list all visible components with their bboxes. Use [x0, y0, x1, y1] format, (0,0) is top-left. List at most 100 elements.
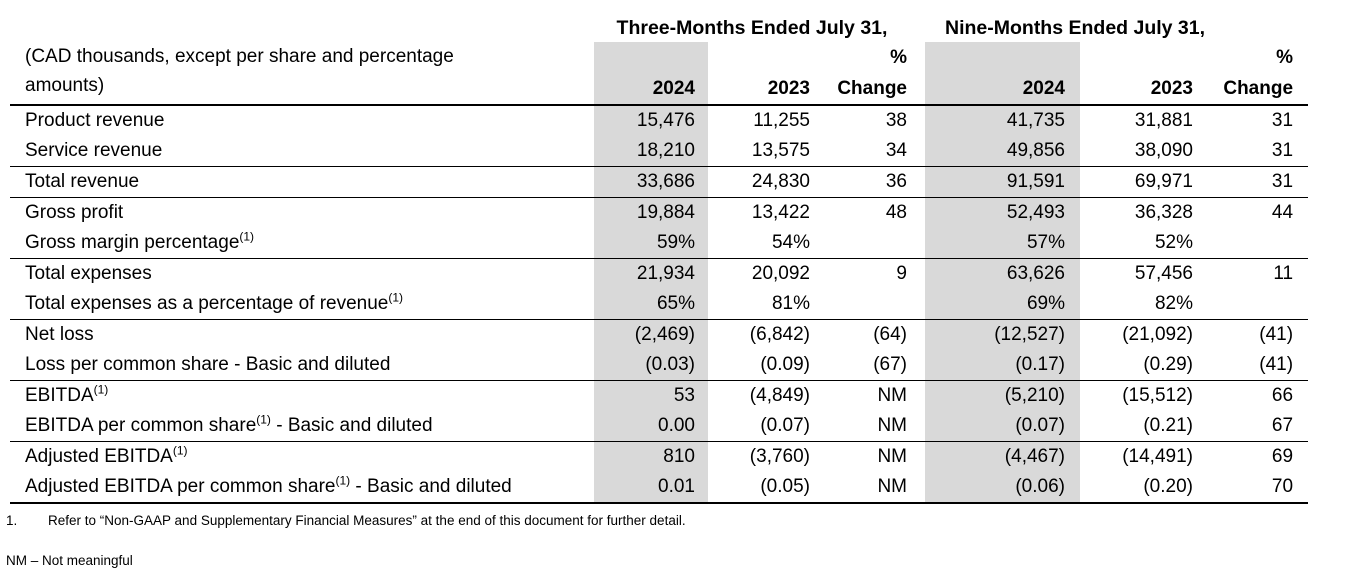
value-cell: (41) — [1205, 350, 1309, 381]
footnote-1: 1. Refer to “Non-GAAP and Supplementary … — [6, 513, 1349, 529]
value-cell: (4,849) — [749, 385, 810, 406]
value-cell: NM — [877, 446, 907, 467]
value-cell: 63,626 — [925, 258, 1080, 289]
value-cell — [1205, 228, 1309, 259]
row-label: Total revenue — [10, 166, 594, 198]
value-cell: 70 — [1205, 472, 1309, 504]
value-cell — [1205, 289, 1309, 320]
value-cell: 810 — [594, 441, 708, 472]
value-cell: 65% — [594, 289, 708, 320]
table-row: EBITDA per common share(1) - Basic and d… — [10, 411, 1309, 442]
column-spacer — [910, 136, 925, 167]
shaded-empty-cell — [594, 42, 708, 73]
value-cell: (2,469) — [594, 319, 708, 350]
value-cell: 52% — [1080, 228, 1205, 259]
value-cell: 36,328 — [1134, 202, 1193, 223]
value-cell: (67) — [822, 350, 910, 381]
column-spacer — [910, 289, 925, 320]
column-spacer — [910, 381, 925, 412]
column-spacer — [910, 42, 925, 73]
table-row: Gross margin percentage(1) 59% 54% 57% 52% — [10, 228, 1309, 259]
value-cell: (14,491) — [1122, 446, 1193, 467]
percent-label-9m: % — [1276, 46, 1294, 68]
value-cell: 31 — [1271, 110, 1294, 131]
table-row: Total expenses 21,934 20,092 9 63,626 57,456 1… — [10, 258, 1308, 289]
column-spacer — [910, 320, 925, 351]
row-label: EBITDA per common share(1) - Basic and d… — [10, 411, 594, 442]
group-header-row: Three-Months Ended July 31, Nine-Months … — [10, 12, 1308, 42]
value-cell: (0.09) — [708, 350, 822, 381]
value-cell: 24,830 — [708, 166, 822, 198]
column-spacer — [910, 166, 925, 198]
value-cell: 34 — [822, 136, 910, 167]
value-cell: 69 — [1271, 446, 1294, 467]
footnote-number: 1. — [6, 513, 18, 528]
table-caption: (CAD thousands, except per share and per… — [10, 42, 594, 106]
percent-label-3m: % — [890, 46, 907, 68]
value-cell: 20,092 — [751, 263, 810, 284]
value-cell: (0.29) — [1080, 350, 1205, 381]
value-cell: (0.20) — [1080, 472, 1205, 504]
value-cell: (0.05) — [708, 472, 822, 504]
table-row: Loss per common share - Basic and dilute… — [10, 350, 1309, 381]
column-spacer — [910, 198, 925, 229]
value-cell: 82% — [1080, 289, 1205, 320]
header-empty-cell — [10, 12, 594, 42]
row-label: EBITDA(1) — [25, 382, 109, 406]
value-cell: 49,856 — [925, 136, 1080, 167]
empty-cell — [708, 42, 822, 73]
value-cell: 15,476 — [594, 105, 708, 136]
row-label: Total expenses — [25, 263, 152, 284]
table-row: Total revenue 33,686 24,830 36 91,591 69,971 3… — [10, 166, 1309, 198]
table-row: Service revenue 18,210 13,575 34 49,856 38,09… — [10, 136, 1309, 167]
caption-line-1: (CAD thousands, except per share and per… — [25, 46, 454, 67]
table-row: Adjusted EBITDA per common share(1) - Ba… — [10, 472, 1309, 504]
value-cell: 54% — [708, 228, 822, 259]
value-cell: (0.07) — [708, 411, 822, 442]
column-spacer — [910, 105, 925, 136]
value-cell: 41,735 — [925, 105, 1080, 136]
value-cell: 52,493 — [925, 197, 1080, 228]
col-header-2024-9m: 2024 — [925, 72, 1080, 107]
value-cell: (0.21) — [1080, 411, 1205, 442]
table-row: Product revenue 15,476 11,255 38 41,735 31,88… — [10, 105, 1308, 136]
value-cell: 0.00 — [594, 411, 708, 442]
row-label: Adjusted EBITDA(1) — [25, 443, 188, 467]
value-cell: 11 — [1273, 263, 1294, 284]
row-label: Product revenue — [25, 110, 165, 131]
value-cell: 57% — [925, 228, 1080, 259]
col-header-2023-3m: 2023 — [708, 72, 822, 107]
financial-results-table: Three-Months Ended July 31, Nine-Months … — [10, 12, 1309, 504]
caption-line-2: amounts) — [25, 75, 105, 96]
value-cell: (6,842) — [749, 324, 810, 345]
table-row: Net loss (2,469) (6,842) (64) (12,527) (21,09… — [10, 319, 1308, 351]
value-cell: 33,686 — [594, 166, 708, 198]
row-label: Total expenses as a percentage of revenu… — [10, 289, 594, 320]
value-cell: (3,760) — [749, 446, 810, 467]
three-months-header: Three-Months Ended July 31, — [616, 17, 888, 39]
table-row: EBITDA(1) 53 (4,849) NM (5,210) (15,512) 66 — [10, 380, 1308, 412]
value-cell — [822, 289, 910, 320]
row-label: Loss per common share - Basic and dilute… — [10, 350, 594, 381]
row-label: Adjusted EBITDA per common share(1) - Ba… — [10, 472, 594, 504]
value-cell: 91,591 — [925, 166, 1080, 198]
value-cell: 9 — [896, 263, 907, 284]
value-cell: (0.17) — [925, 350, 1080, 381]
row-label: Gross profit — [25, 202, 124, 223]
value-cell: 19,884 — [594, 197, 708, 228]
nine-months-header: Nine-Months Ended July 31, — [945, 17, 1206, 39]
value-cell: (12,527) — [925, 319, 1080, 350]
value-cell: 31,881 — [1134, 110, 1193, 131]
value-cell: (4,467) — [925, 441, 1080, 472]
column-spacer — [910, 228, 925, 259]
year-header-row: 2024 2023 Change 2024 2023 Change — [10, 72, 1309, 107]
value-cell: (5,210) — [925, 380, 1080, 411]
col-header-change-9m: Change — [1205, 72, 1309, 107]
value-cell: 0.01 — [594, 472, 708, 504]
shaded-empty-cell — [925, 42, 1080, 73]
column-spacer — [910, 350, 925, 381]
col-header-2024-3m: 2024 — [594, 72, 708, 107]
row-label: Service revenue — [10, 136, 594, 167]
value-cell: 38,090 — [1080, 136, 1205, 167]
